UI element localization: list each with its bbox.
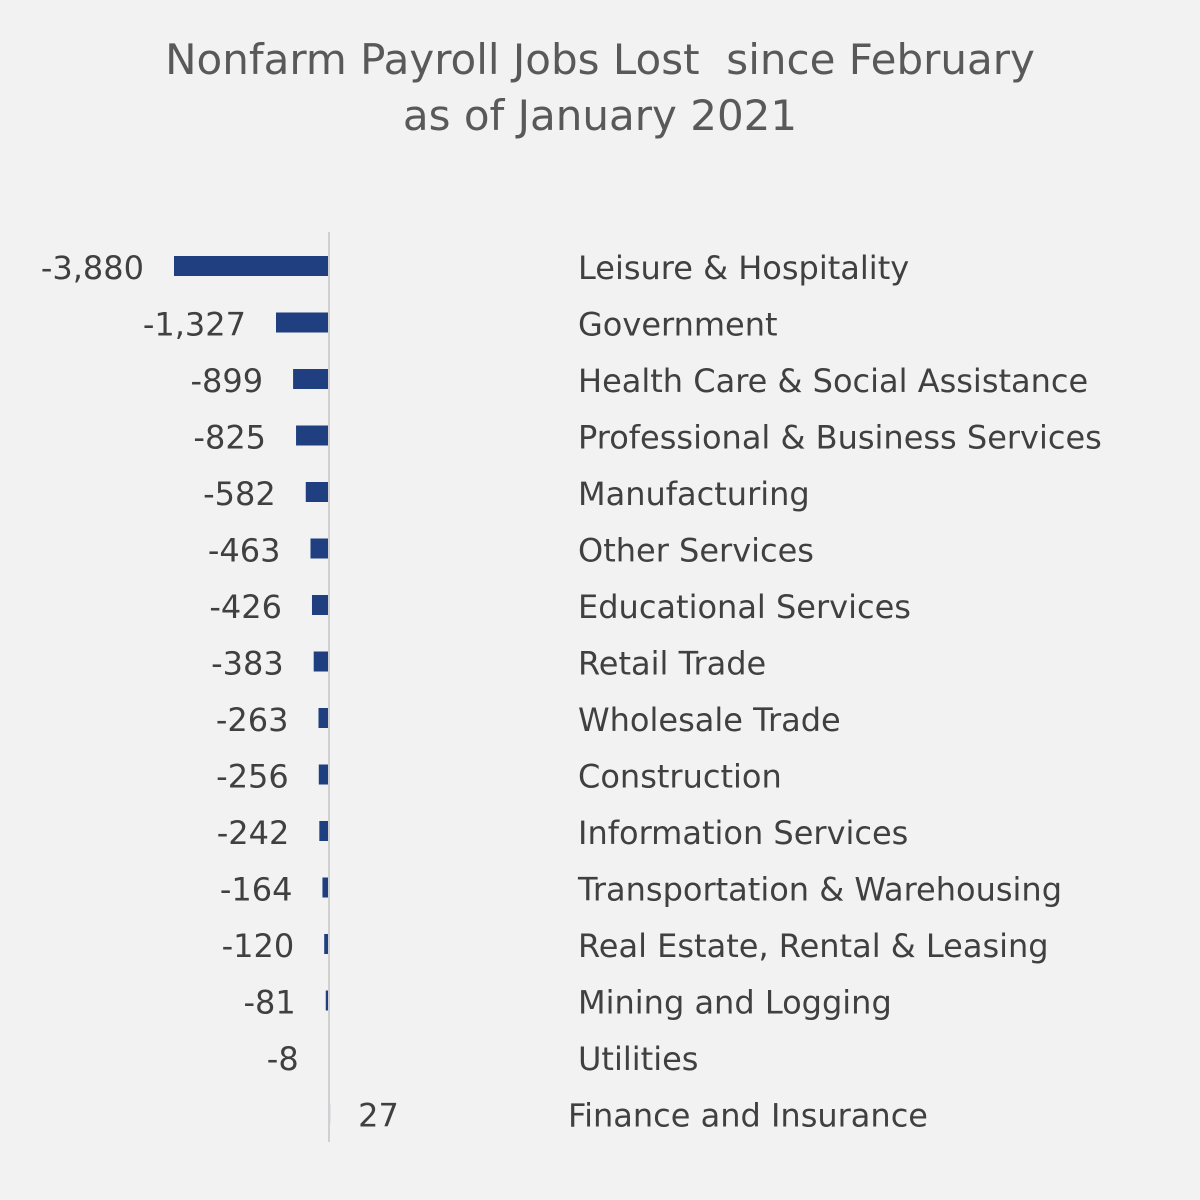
value-label: -120 bbox=[222, 927, 295, 965]
category-label: Information Services bbox=[578, 814, 908, 852]
value-label: -426 bbox=[209, 588, 282, 626]
chart-title-line-1: Nonfarm Payroll Jobs Lost since February bbox=[165, 35, 1035, 84]
category-label: Utilities bbox=[578, 1040, 698, 1078]
category-label: Leisure & Hospitality bbox=[578, 249, 909, 287]
category-label: Construction bbox=[578, 758, 782, 796]
value-label: -899 bbox=[190, 362, 263, 400]
category-label: Retail Trade bbox=[578, 645, 766, 683]
value-labels-group: -3,880 -1,327 -899 -825 -582 -463 -426 -383 -263… bbox=[41, 249, 399, 1135]
bar bbox=[293, 369, 329, 389]
bar bbox=[324, 934, 329, 954]
category-label: Real Estate, Rental & Leasing bbox=[578, 927, 1049, 965]
bar bbox=[318, 708, 329, 728]
category-label: Finance and Insurance bbox=[568, 1097, 928, 1135]
bar bbox=[325, 990, 329, 1011]
value-label: -3,880 bbox=[41, 249, 144, 287]
bar bbox=[319, 821, 329, 841]
category-label: Health Care & Social Assistance bbox=[578, 362, 1088, 400]
bar bbox=[310, 538, 329, 559]
value-label: -463 bbox=[208, 532, 281, 570]
bar bbox=[174, 256, 329, 276]
category-label: Educational Services bbox=[578, 588, 911, 626]
bar bbox=[322, 877, 329, 898]
value-label: -256 bbox=[216, 758, 289, 796]
category-label: Wholesale Trade bbox=[578, 701, 841, 739]
value-label: -383 bbox=[211, 645, 284, 683]
category-label: Other Services bbox=[578, 532, 814, 570]
value-label: -81 bbox=[243, 984, 295, 1022]
chart-title-line-2: as of January 2021 bbox=[402, 91, 798, 140]
bar bbox=[305, 482, 329, 502]
category-label: Mining and Logging bbox=[578, 984, 892, 1022]
value-label: -8 bbox=[267, 1040, 299, 1078]
value-label: -263 bbox=[216, 701, 289, 739]
category-label: Transportation & Warehousing bbox=[577, 871, 1062, 909]
bar bbox=[311, 595, 329, 615]
value-label: -242 bbox=[217, 814, 290, 852]
value-label: -825 bbox=[193, 419, 266, 457]
value-label: -1,327 bbox=[143, 306, 246, 344]
bar bbox=[318, 764, 329, 785]
value-label: -164 bbox=[220, 871, 293, 909]
category-labels-group: Leisure & Hospitality Government Health Ca… bbox=[568, 249, 1102, 1135]
category-label: Government bbox=[578, 306, 778, 344]
bar bbox=[296, 425, 329, 446]
bar bbox=[313, 651, 329, 672]
value-label: 27 bbox=[358, 1097, 399, 1135]
bar bbox=[275, 312, 329, 333]
value-label: -582 bbox=[203, 475, 276, 513]
category-label: Professional & Business Services bbox=[578, 419, 1102, 457]
bars-group bbox=[174, 256, 331, 1124]
category-label: Manufacturing bbox=[578, 475, 810, 513]
chart-title: Nonfarm Payroll Jobs Lost since February… bbox=[0, 32, 1200, 144]
